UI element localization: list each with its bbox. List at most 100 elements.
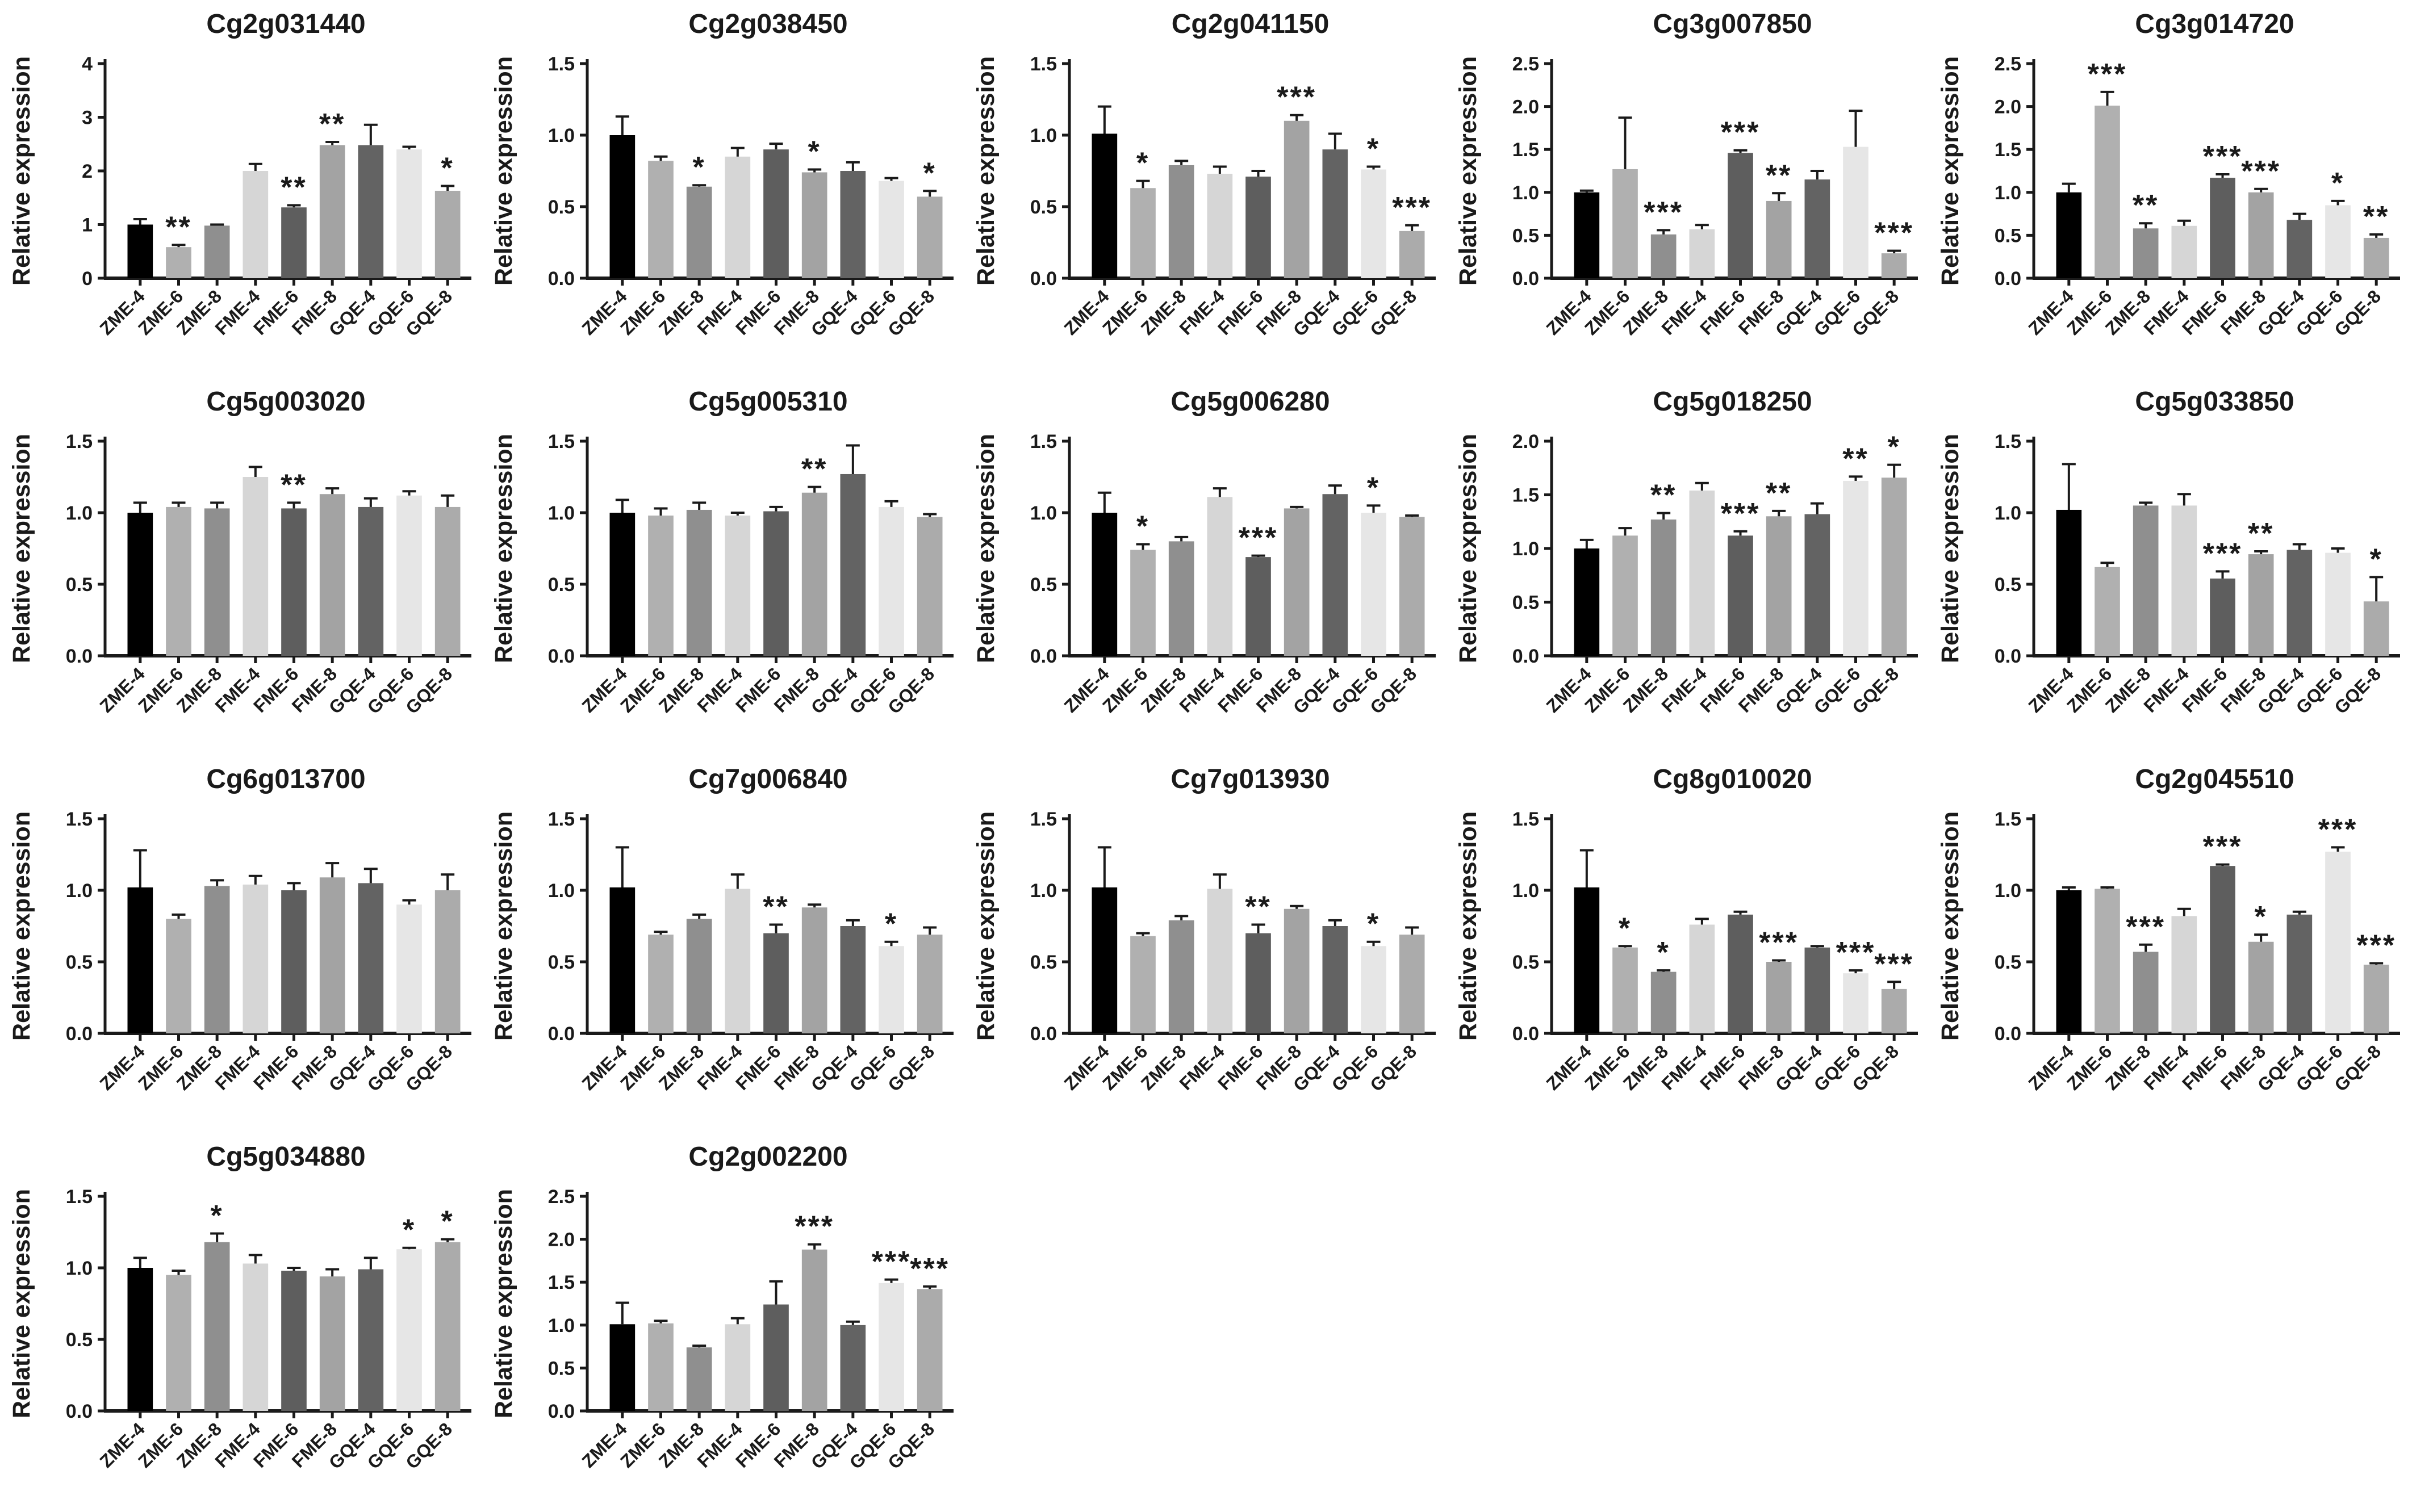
bar-FME-6 — [2210, 578, 2235, 656]
bar-FME-4 — [725, 516, 751, 656]
bar-GQE-8 — [2363, 965, 2389, 1033]
bar-ZME-6 — [648, 516, 674, 656]
bar-ZME-4 — [127, 1268, 153, 1411]
bar-FME-6 — [2210, 178, 2235, 278]
bar-GQE-6 — [1843, 973, 1868, 1033]
y-tick-label: 0 — [82, 268, 93, 290]
bar-FME-8 — [801, 1249, 827, 1411]
bar-ZME-4 — [1092, 513, 1118, 656]
significance-stars: * — [2255, 901, 2268, 933]
y-tick-label: 0.5 — [1030, 952, 1057, 973]
chart-title: Cg5g018250 — [1653, 387, 1812, 417]
y-tick-label: 0.0 — [1512, 646, 1539, 667]
bar-ZME-8 — [2133, 228, 2159, 278]
y-axis-label: Relative expression — [8, 56, 35, 286]
bar-FME-4 — [243, 1263, 269, 1411]
bar-ZME-6 — [648, 935, 674, 1033]
bar-ZME-6 — [1612, 947, 1638, 1033]
chart-title: Cg5g005310 — [688, 387, 847, 417]
bar-FME-8 — [801, 907, 827, 1033]
y-tick-label: 1.0 — [66, 1258, 93, 1279]
significance-stars: *** — [2241, 155, 2281, 188]
bar-GQE-6 — [1843, 480, 1868, 656]
bar-chart-svg: Cg2g002200 Relative expression 0.0 0.5 1.0 1.… — [490, 1142, 954, 1473]
y-tick-label: 0.5 — [1030, 574, 1057, 596]
bar-GQE-4 — [2286, 914, 2313, 1033]
significance-stars: *** — [1759, 926, 1799, 959]
bar-FME-4 — [725, 1324, 751, 1411]
bar-FME-8 — [801, 492, 827, 656]
bar-chart-svg: Cg2g041150 Relative expression 0.0 0.5 1.0 1.… — [972, 9, 1436, 340]
significance-stars: *** — [1874, 948, 1914, 981]
chart-title: Cg2g045510 — [2135, 764, 2294, 794]
y-axis-label: Relative expression — [490, 811, 517, 1041]
y-axis-label: Relative expression — [1454, 434, 1482, 663]
significance-stars: *** — [1721, 497, 1761, 530]
chart-Cg2g041150: Cg2g041150 Relative expression 0.0 0.5 1.0 1.… — [964, 0, 1447, 378]
chart-title: Cg7g006840 — [688, 764, 847, 794]
bar-chart-svg: Cg3g007850 Relative expression 0.0 0.5 1.0 1.… — [1454, 9, 1918, 340]
significance-stars: ** — [1245, 890, 1271, 923]
significance-stars: * — [693, 151, 706, 184]
y-tick-label: 1.5 — [1512, 139, 1539, 161]
significance-stars: * — [1136, 510, 1149, 543]
y-tick-label: 0.5 — [1995, 574, 2021, 596]
y-tick-label: 0.5 — [1995, 225, 2021, 246]
bar-GQE-4 — [840, 474, 866, 656]
significance-stars: *** — [2126, 911, 2166, 944]
bar-GQE-8 — [1399, 517, 1425, 656]
significance-stars: * — [1136, 147, 1149, 180]
bar-chart-svg: Cg5g033850 Relative expression 0.0 0.5 1.0 1.… — [1937, 387, 2400, 718]
bar-FME-8 — [1766, 516, 1792, 656]
bar-FME-4 — [1207, 889, 1233, 1033]
y-tick-label: 0.0 — [1030, 1023, 1057, 1045]
y-tick-label: 3 — [82, 107, 93, 129]
significance-stars: ** — [281, 468, 307, 501]
bar-FME-6 — [281, 1271, 307, 1411]
bar-FME-6 — [281, 207, 307, 278]
chart-Cg5g018250: Cg5g018250 Relative expression 0.0 0.5 1.0 1.… — [1447, 378, 1929, 755]
significance-stars: ** — [1766, 159, 1792, 192]
bar-FME-8 — [319, 877, 345, 1033]
significance-stars: *** — [795, 1211, 834, 1243]
bar-FME-8 — [319, 145, 345, 278]
bar-GQE-4 — [1804, 947, 1830, 1033]
bar-ZME-8 — [1650, 971, 1677, 1033]
y-axis-label: Relative expression — [8, 811, 35, 1041]
bar-ZME-6 — [1612, 535, 1638, 656]
y-tick-label: 1.5 — [1512, 809, 1539, 830]
bar-chart-svg: Cg5g034880 Relative expression 0.0 0.5 1.0 1.… — [8, 1142, 471, 1473]
significance-stars: ** — [2363, 200, 2389, 233]
bar-GQE-8 — [917, 935, 943, 1033]
bar-FME-4 — [2171, 225, 2197, 278]
bar-ZME-4 — [609, 513, 636, 656]
bar-FME-8 — [1284, 508, 1310, 656]
y-tick-label: 0.5 — [1995, 952, 2021, 973]
y-tick-label: 0.5 — [1512, 225, 1539, 246]
chart-title: Cg3g007850 — [1653, 9, 1812, 39]
chart-Cg5g005310: Cg5g005310 Relative expression 0.0 0.5 1.0 1.… — [482, 378, 964, 755]
bar-ZME-8 — [2133, 952, 2159, 1033]
chart-Cg3g014720: Cg3g014720 Relative expression 0.0 0.5 1.0 1.… — [1929, 0, 2411, 378]
bar-ZME-8 — [204, 886, 230, 1033]
bar-chart-svg: Cg8g010020 Relative expression 0.0 0.5 1.0 1.… — [1454, 764, 1918, 1095]
bar-ZME-8 — [1168, 541, 1194, 656]
chart-Cg2g002200: Cg2g002200 Relative expression 0.0 0.5 1.0 1.… — [482, 1133, 964, 1510]
significance-stars: * — [441, 152, 454, 185]
bar-ZME-6 — [2095, 106, 2120, 278]
chart-Cg2g038450: Cg2g038450 Relative expression 0.0 0.5 1.0 1.… — [482, 0, 964, 378]
bar-FME-8 — [1284, 120, 1310, 279]
bar-ZME-6 — [2095, 567, 2120, 656]
y-tick-label: 0.0 — [548, 1401, 575, 1422]
bar-ZME-8 — [686, 1347, 712, 1411]
chart-title: Cg5g003020 — [206, 387, 365, 417]
bar-GQE-6 — [396, 904, 422, 1033]
significance-stars: *** — [1874, 217, 1914, 250]
bar-ZME-8 — [686, 186, 712, 278]
chart-Cg5g006280: Cg5g006280 Relative expression 0.0 0.5 1.0 1.… — [964, 378, 1447, 755]
y-tick-label: 2.0 — [548, 1229, 575, 1251]
bar-GQE-4 — [1804, 514, 1830, 656]
y-tick-label: 2.0 — [1512, 431, 1539, 453]
bar-GQE-6 — [2325, 552, 2351, 656]
bar-GQE-8 — [1881, 253, 1907, 278]
